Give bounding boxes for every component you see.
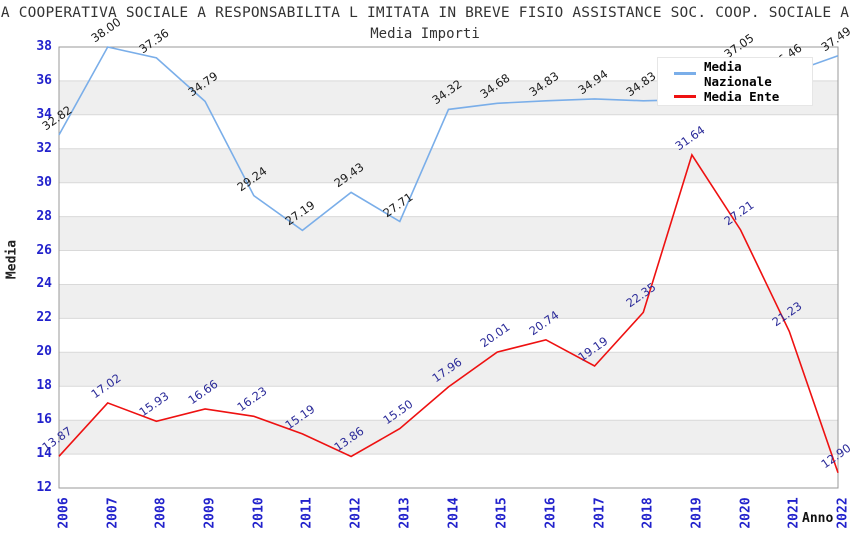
series-line-media-ente (58, 153, 839, 473)
plot-band (59, 386, 838, 421)
legend-swatch-media-nazionale (674, 72, 696, 76)
plot-frame (58, 46, 839, 489)
legend-label: Media Ente (704, 89, 780, 105)
plot-band (59, 352, 838, 387)
legend-item-media-nazionale: Media Nazionale (674, 59, 812, 89)
legend-label: Media Nazionale (704, 58, 772, 89)
plot-band (59, 250, 838, 285)
plot-band (59, 182, 838, 217)
legend: Media Nazionale Media Ente (657, 57, 813, 106)
plot-band (59, 216, 838, 251)
plot-band (59, 114, 838, 149)
x-axis-title: Anno (802, 511, 834, 526)
y-axis-title: Media (4, 239, 20, 280)
plot-band (59, 454, 838, 488)
chart-subtitle: Media Importi (370, 26, 480, 42)
chart-title: A COOPERATIVA SOCIALE A RESPONSABILITA L… (0, 5, 850, 21)
plot-band (59, 420, 838, 455)
legend-item-media-ente: Media Ente (674, 89, 812, 104)
legend-swatch-media-ente (674, 95, 696, 99)
plot-band (59, 318, 838, 353)
plot-band (59, 284, 838, 319)
plot-band (59, 148, 838, 183)
